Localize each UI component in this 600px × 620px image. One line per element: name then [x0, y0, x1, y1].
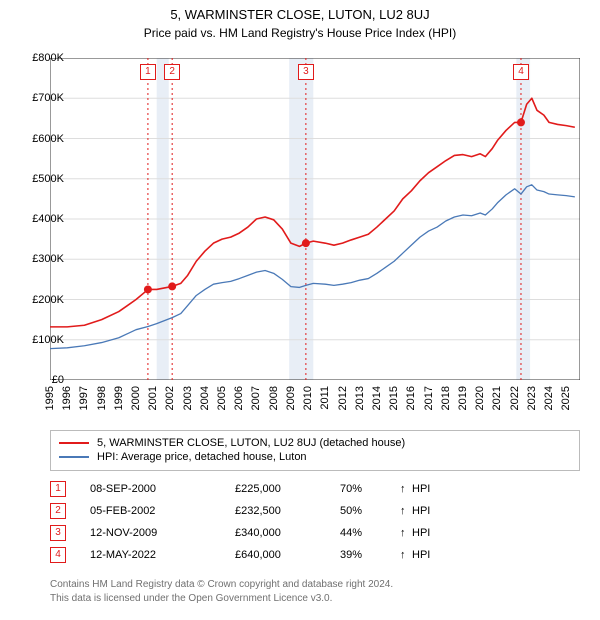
- transaction-price: £340,000: [235, 527, 340, 539]
- xtick-label: 2025: [560, 386, 572, 410]
- xtick-label: 2012: [337, 386, 349, 410]
- xtick-label: 2008: [268, 386, 280, 410]
- ytick-label: £300K: [4, 253, 64, 265]
- transaction-row: 3 12-NOV-2009£340,00044%↑HPI: [50, 522, 580, 544]
- xtick-label: 2021: [491, 386, 503, 410]
- transaction-rel: HPI: [412, 527, 452, 539]
- xtick-label: 2020: [474, 386, 486, 410]
- transaction-num-box: 1: [50, 481, 66, 497]
- transaction-num-box: 2: [50, 503, 66, 519]
- ytick-label: £500K: [4, 173, 64, 185]
- xtick-label: 2015: [388, 386, 400, 410]
- transaction-price: £640,000: [235, 549, 340, 561]
- xtick-label: 2017: [423, 386, 435, 410]
- xtick-label: 2014: [371, 386, 383, 410]
- xtick-label: 2002: [164, 386, 176, 410]
- transaction-marker-box: 1: [140, 64, 156, 80]
- xtick-label: 2016: [405, 386, 417, 410]
- footer-attribution: Contains HM Land Registry data © Crown c…: [50, 578, 580, 605]
- xtick-label: 2024: [543, 386, 555, 410]
- transaction-num-box: 4: [50, 547, 66, 563]
- arrow-up-icon: ↑: [400, 505, 412, 517]
- ytick-label: £0: [4, 374, 64, 386]
- transaction-date: 12-NOV-2009: [90, 527, 235, 539]
- legend-swatch: [59, 456, 89, 458]
- xtick-label: 2006: [233, 386, 245, 410]
- transaction-date: 12-MAY-2022: [90, 549, 235, 561]
- transaction-num-box: 3: [50, 525, 66, 541]
- xtick-label: 2013: [354, 386, 366, 410]
- xtick-label: 2003: [182, 386, 194, 410]
- transaction-point: [168, 282, 176, 290]
- transaction-date: 05-FEB-2002: [90, 505, 235, 517]
- legend-swatch: [59, 442, 89, 444]
- arrow-up-icon: ↑: [400, 527, 412, 539]
- xtick-label: 2007: [250, 386, 262, 410]
- xtick-label: 2023: [526, 386, 538, 410]
- arrow-up-icon: ↑: [400, 483, 412, 495]
- chart-subtitle: Price paid vs. HM Land Registry's House …: [0, 24, 600, 40]
- footer-line-1: Contains HM Land Registry data © Crown c…: [50, 578, 580, 592]
- transaction-point: [144, 285, 152, 293]
- xtick-label: 2001: [147, 386, 159, 410]
- transaction-pct: 70%: [340, 483, 400, 495]
- transaction-row: 1 08-SEP-2000£225,00070%↑HPI: [50, 478, 580, 500]
- transaction-pct: 50%: [340, 505, 400, 517]
- chart-container: 5, WARMINSTER CLOSE, LUTON, LU2 8UJ Pric…: [0, 0, 600, 620]
- xtick-label: 2004: [199, 386, 211, 410]
- footer-line-2: This data is licensed under the Open Gov…: [50, 592, 580, 606]
- transaction-marker-box: 4: [513, 64, 529, 80]
- xtick-label: 1999: [113, 386, 125, 410]
- xtick-label: 2000: [130, 386, 142, 410]
- legend-label: HPI: Average price, detached house, Luto…: [97, 451, 307, 463]
- legend-row: HPI: Average price, detached house, Luto…: [59, 450, 571, 464]
- transaction-pct: 44%: [340, 527, 400, 539]
- xtick-label: 2005: [216, 386, 228, 410]
- transaction-row: 2 05-FEB-2002£232,50050%↑HPI: [50, 500, 580, 522]
- arrow-up-icon: ↑: [400, 549, 412, 561]
- ytick-label: £600K: [4, 133, 64, 145]
- ytick-label: £200K: [4, 294, 64, 306]
- transaction-rel: HPI: [412, 483, 452, 495]
- xtick-label: 1995: [44, 386, 56, 410]
- xtick-label: 1996: [61, 386, 73, 410]
- chart-svg: [50, 58, 580, 380]
- ytick-label: £700K: [4, 92, 64, 104]
- transaction-date: 08-SEP-2000: [90, 483, 235, 495]
- xtick-label: 2019: [457, 386, 469, 410]
- xtick-label: 2022: [509, 386, 521, 410]
- chart-area: [50, 58, 580, 380]
- ytick-label: £100K: [4, 334, 64, 346]
- transaction-row: 4 12-MAY-2022£640,00039%↑HPI: [50, 544, 580, 566]
- ytick-label: £400K: [4, 213, 64, 225]
- legend-row: 5, WARMINSTER CLOSE, LUTON, LU2 8UJ (det…: [59, 436, 571, 450]
- transaction-rel: HPI: [412, 505, 452, 517]
- transaction-point: [302, 239, 310, 247]
- legend-label: 5, WARMINSTER CLOSE, LUTON, LU2 8UJ (det…: [97, 437, 405, 449]
- legend: 5, WARMINSTER CLOSE, LUTON, LU2 8UJ (det…: [50, 430, 580, 471]
- chart-title: 5, WARMINSTER CLOSE, LUTON, LU2 8UJ: [0, 0, 600, 24]
- transaction-table: 108-SEP-2000£225,00070%↑HPI205-FEB-2002£…: [50, 478, 580, 566]
- xtick-label: 1997: [78, 386, 90, 410]
- ytick-label: £800K: [4, 52, 64, 64]
- transaction-price: £232,500: [235, 505, 340, 517]
- xtick-label: 2011: [319, 386, 331, 410]
- xtick-label: 2009: [285, 386, 297, 410]
- transaction-marker-box: 2: [164, 64, 180, 80]
- xtick-label: 1998: [96, 386, 108, 410]
- xtick-label: 2018: [440, 386, 452, 410]
- transaction-marker-box: 3: [298, 64, 314, 80]
- transaction-pct: 39%: [340, 549, 400, 561]
- transaction-rel: HPI: [412, 549, 452, 561]
- transaction-point: [517, 118, 525, 126]
- xtick-label: 2010: [302, 386, 314, 410]
- transaction-price: £225,000: [235, 483, 340, 495]
